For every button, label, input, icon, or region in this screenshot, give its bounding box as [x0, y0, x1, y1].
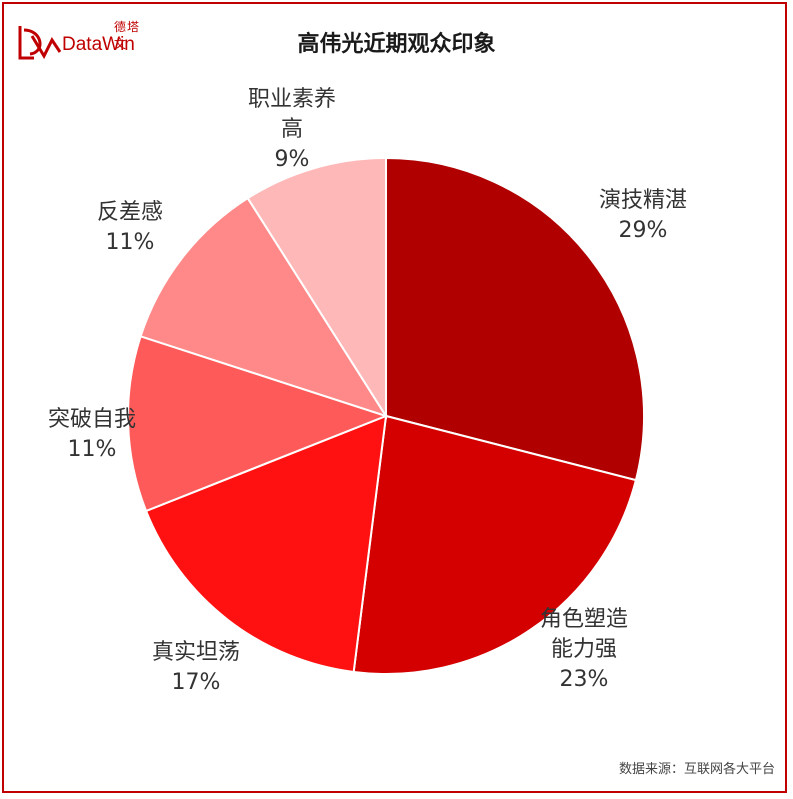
pie-slice-5 — [139, 196, 389, 418]
slice-value-label: 11% — [68, 437, 117, 462]
slice-category-label: 角色塑造 — [540, 607, 628, 632]
pie-slice-2 — [352, 414, 638, 675]
pie-slice-3 — [144, 414, 388, 674]
slice-category-label: 演技精湛 — [599, 188, 687, 213]
pie-slice-6 — [246, 156, 387, 420]
pie-slice-1 — [385, 156, 645, 482]
slice-value-label: 17% — [172, 670, 221, 695]
logo-chinese-text: 德塔文 — [114, 20, 141, 51]
datawin-logo-icon — [18, 26, 62, 60]
slice-value-label: 29% — [619, 218, 668, 243]
slice-value-label: 23% — [560, 667, 609, 692]
slice-category-label: 突破自我 — [48, 407, 136, 432]
slice-category-label: 职业素养 — [248, 87, 336, 112]
pie-slices — [127, 156, 645, 675]
slice-value-label: 9% — [275, 147, 310, 172]
slice-category-label: 高 — [281, 117, 303, 142]
slice-category-label: 反差感 — [97, 200, 163, 225]
data-source-note: 数据来源：互联网各大平台 — [618, 762, 775, 777]
slice-category-label: 能力强 — [551, 637, 617, 662]
slice-category-label: 真实坦荡 — [152, 640, 240, 665]
datawin-logo: 德塔文 DataWin — [16, 18, 146, 66]
slice-value-label: 11% — [106, 230, 155, 255]
logo-english-text: DataWin — [62, 34, 135, 55]
chart-title: 高伟光近期观众印象 — [297, 32, 496, 57]
pie-slice-4 — [127, 335, 389, 513]
